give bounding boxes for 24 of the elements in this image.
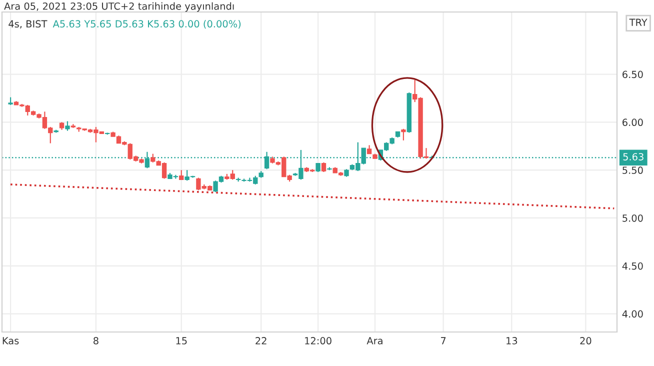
y-tick-label: 5.00 bbox=[622, 214, 643, 222]
ref-line-label: 5.63 bbox=[623, 153, 644, 160]
candlestick bbox=[179, 170, 184, 180]
x-tick-label: 13 bbox=[506, 337, 518, 344]
y-tick-label: 6.00 bbox=[622, 118, 643, 126]
candlestick bbox=[401, 128, 406, 141]
annotation: A5.63 Y5.65 D5.63 K5.63 0.00 (0.00%) bbox=[52, 20, 241, 29]
x-tick-label: 12:00 bbox=[305, 337, 332, 344]
text: 4s, BIST bbox=[8, 20, 48, 29]
x-tick-label: Kas bbox=[2, 337, 19, 344]
x-tick-label: 22 bbox=[256, 337, 266, 344]
chart-title: Ara 05, 2021 23:05 UTC+2 tarihinde yayınlandı bbox=[4, 2, 234, 12]
x-tick-label: 20 bbox=[580, 337, 592, 344]
y-axis-title: TRY bbox=[629, 18, 648, 26]
y-tick-label: 6.50 bbox=[622, 70, 643, 78]
y-tick-label: 4.50 bbox=[622, 262, 643, 270]
x-tick-label: 7 bbox=[441, 337, 446, 344]
x-tick-label: Ara bbox=[366, 337, 382, 344]
x-tick-label: 8 bbox=[94, 337, 98, 344]
candlestick bbox=[321, 162, 326, 173]
candlestick bbox=[65, 120, 70, 132]
y-tick-label: 4.00 bbox=[622, 310, 643, 318]
x-tick-label: 15 bbox=[176, 337, 187, 344]
y-tick-label: 5.50 bbox=[622, 166, 643, 174]
